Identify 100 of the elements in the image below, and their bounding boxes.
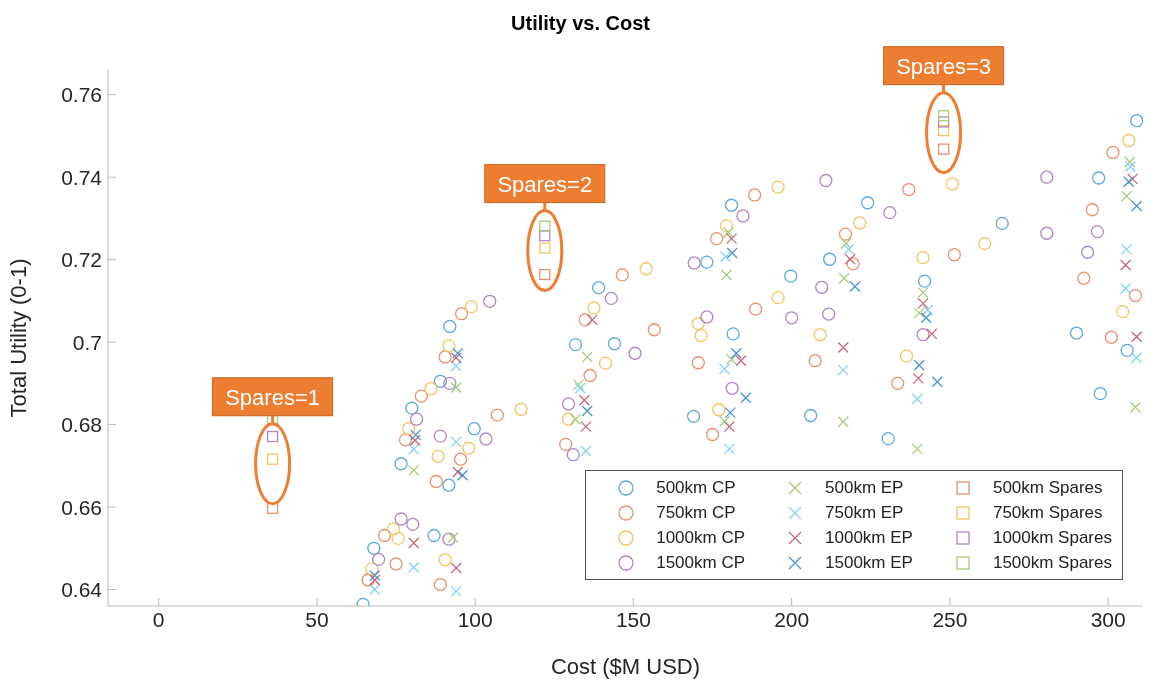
point xyxy=(1069,326,1084,340)
point xyxy=(1080,245,1095,259)
point xyxy=(408,464,420,476)
point xyxy=(837,364,849,376)
point xyxy=(442,478,456,492)
point xyxy=(723,443,735,455)
point xyxy=(647,323,661,337)
point xyxy=(853,216,867,230)
point xyxy=(1120,243,1133,255)
point xyxy=(402,422,416,436)
point xyxy=(718,363,731,375)
point xyxy=(561,397,576,411)
point xyxy=(409,412,424,426)
point xyxy=(725,381,739,395)
point xyxy=(456,469,469,481)
point xyxy=(464,300,479,314)
point xyxy=(578,394,590,406)
point xyxy=(467,422,481,436)
point xyxy=(572,378,584,391)
point xyxy=(815,280,829,294)
legend-label: 1000km Spares xyxy=(992,527,1112,548)
point xyxy=(1092,171,1106,185)
point xyxy=(442,339,456,353)
point xyxy=(891,376,905,390)
point xyxy=(840,237,852,250)
point xyxy=(846,257,860,271)
point xyxy=(1130,352,1142,364)
point xyxy=(591,281,606,295)
point xyxy=(1131,331,1143,343)
x-tick-label: 50 xyxy=(305,607,329,631)
point xyxy=(837,416,849,428)
point xyxy=(615,268,629,282)
point xyxy=(838,227,853,241)
point xyxy=(490,408,504,422)
point xyxy=(937,143,950,155)
x-tick-label: 250 xyxy=(932,607,968,631)
point xyxy=(433,374,447,388)
point xyxy=(581,351,593,363)
legend-label: 1000km EP xyxy=(825,527,913,548)
point xyxy=(1123,176,1135,188)
point xyxy=(785,311,799,325)
y-tick-label: 0.7 xyxy=(72,330,102,354)
point xyxy=(902,182,916,197)
point xyxy=(705,427,720,442)
legend-label: 1500km EP xyxy=(825,552,913,573)
point xyxy=(443,319,457,334)
point xyxy=(1120,190,1133,202)
point xyxy=(978,236,992,251)
annotation: Spares=3 xyxy=(896,53,991,79)
point xyxy=(405,401,419,415)
point xyxy=(1126,173,1139,185)
legend-label: 1500km CP xyxy=(656,552,746,573)
point xyxy=(587,301,601,315)
point xyxy=(931,376,943,388)
point xyxy=(823,252,837,266)
point xyxy=(718,415,731,427)
point xyxy=(710,231,724,246)
point xyxy=(726,327,740,341)
point xyxy=(844,253,856,265)
point xyxy=(438,350,452,364)
point xyxy=(913,359,925,371)
point xyxy=(391,531,405,546)
point xyxy=(736,209,750,223)
point xyxy=(912,372,924,385)
point xyxy=(937,110,950,122)
point xyxy=(450,585,462,597)
point xyxy=(433,577,447,592)
point xyxy=(408,537,420,549)
point xyxy=(911,443,923,455)
point xyxy=(1129,401,1142,413)
point xyxy=(566,448,580,462)
point xyxy=(913,307,925,319)
point xyxy=(450,360,462,372)
point xyxy=(389,557,403,571)
x-tick-label: 0 xyxy=(152,607,165,631)
point xyxy=(881,431,895,446)
point xyxy=(447,531,459,544)
point xyxy=(700,310,714,324)
point xyxy=(361,573,375,587)
point xyxy=(394,457,408,471)
annotation: Spares=2 xyxy=(497,171,593,197)
point xyxy=(691,356,705,370)
point xyxy=(539,220,551,232)
point xyxy=(598,356,613,370)
point xyxy=(937,116,950,128)
point xyxy=(937,124,950,137)
point xyxy=(724,198,739,212)
point xyxy=(687,256,701,270)
point xyxy=(917,297,929,310)
point xyxy=(574,382,586,394)
legend-label: 1000km CP xyxy=(656,527,746,548)
legend-label: 750km Spares xyxy=(992,502,1103,523)
point xyxy=(369,574,381,586)
y-tick-label: 0.72 xyxy=(61,248,102,272)
point xyxy=(414,389,428,403)
point xyxy=(719,219,734,233)
point xyxy=(639,262,653,276)
point xyxy=(837,341,849,354)
point xyxy=(748,302,763,316)
point xyxy=(1130,114,1143,128)
